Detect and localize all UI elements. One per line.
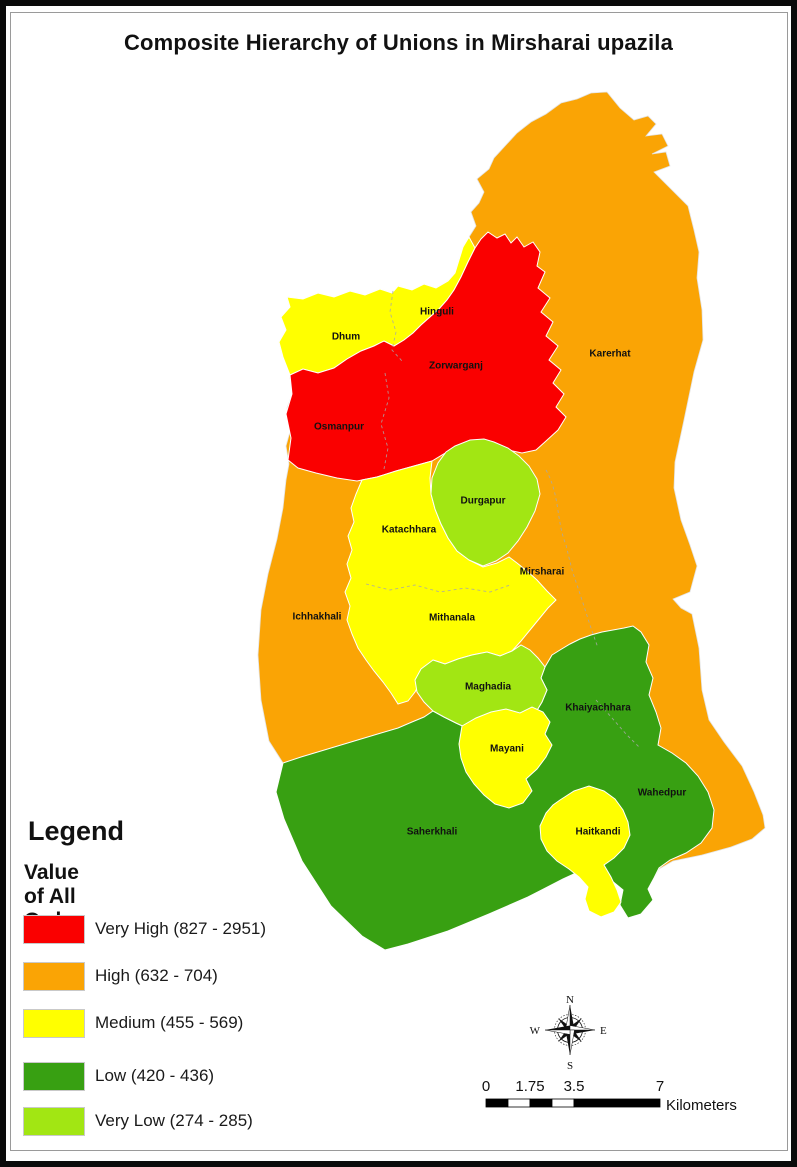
- union-dashed-boundaries: [365, 290, 641, 749]
- union-label-hinguli: Hinguli: [420, 306, 454, 318]
- boundary-zorwarganj-osmanpur: [380, 372, 390, 470]
- scale-tick-7: 7: [655, 1078, 665, 1095]
- union-label-mithanala: Mithanala: [428, 612, 476, 624]
- legend-label-medium: Medium (455 - 569): [95, 1013, 244, 1032]
- union-label-osmanpur: Osmanpur: [313, 421, 365, 433]
- legend-row-very-low: Very Low (274 - 285): [23, 1107, 353, 1137]
- compass-rose: N S E W: [530, 994, 607, 1072]
- scale-bar: [485, 1098, 661, 1108]
- region-durgapur: [430, 438, 541, 567]
- region-haitkandi: [539, 785, 631, 918]
- legend-heading: Legend: [28, 816, 125, 846]
- legend-label-low: Low (420 - 436): [95, 1066, 215, 1085]
- union-label-karerhat: Karerhat: [589, 348, 631, 360]
- union-label-haitkandi: Haitkandi: [575, 826, 621, 838]
- legend-row-low: Low (420 - 436): [23, 1062, 353, 1092]
- legend-row-high: High (632 - 704): [23, 962, 353, 992]
- region-mayani: [458, 706, 553, 809]
- scale-tick-0: 0: [481, 1078, 491, 1095]
- legend-swatch-low: [23, 1062, 85, 1091]
- compass-east-label: E: [600, 1025, 607, 1037]
- scale-tick-3-5: 3.5: [563, 1078, 585, 1095]
- compass-north-label: N: [566, 994, 574, 1006]
- union-label-ichhakhali: Ichhakhali: [292, 611, 342, 623]
- union-label-zorwarganj: Zorwarganj: [429, 360, 483, 372]
- legend-swatch-very-low: [23, 1107, 85, 1136]
- legend-row-very-high: Very High (827 - 2951): [23, 915, 353, 945]
- boundary-dhum-hinguli: [389, 290, 403, 362]
- map-title: Composite Hierarchy of Unions in Mirshar…: [123, 30, 674, 55]
- boundary-mirsharai-karerhat: [545, 469, 599, 649]
- legend-label-very-low: Very Low (274 - 285): [95, 1111, 253, 1130]
- union-label-dhum: Dhum: [331, 331, 361, 343]
- union-label-katachhara: Katachhara: [381, 524, 437, 536]
- legend-label-high: High (632 - 704): [95, 966, 218, 985]
- union-label-durgapur: Durgapur: [460, 495, 506, 507]
- compass-west-label: W: [530, 1025, 541, 1037]
- union-label-khaiyachhara: Khaiyachhara: [565, 702, 631, 714]
- scale-tick-1-75: 1.75: [515, 1078, 545, 1095]
- union-label-mayani: Mayani: [490, 743, 524, 755]
- legend-row-medium: Medium (455 - 569): [23, 1009, 353, 1039]
- legend-swatch-medium: [23, 1009, 85, 1038]
- union-label-wahedpur: Wahedpur: [637, 787, 687, 799]
- compass-south-label: S: [567, 1060, 573, 1072]
- boundary-khaiyachhara-wahedpur: [595, 699, 641, 749]
- union-label-saherkhali: Saherkhali: [406, 826, 458, 838]
- legend-label-very-high: Very High (827 - 2951): [95, 919, 267, 938]
- union-label-maghadia: Maghadia: [464, 681, 512, 693]
- union-label-mirsharai: Mirsharai: [519, 566, 565, 578]
- scale-unit-label: Kilometers: [666, 1097, 737, 1114]
- legend-swatch-very-high: [23, 915, 85, 944]
- boundary-katachhara-mithanala: [365, 583, 511, 593]
- legend-swatch-high: [23, 962, 85, 991]
